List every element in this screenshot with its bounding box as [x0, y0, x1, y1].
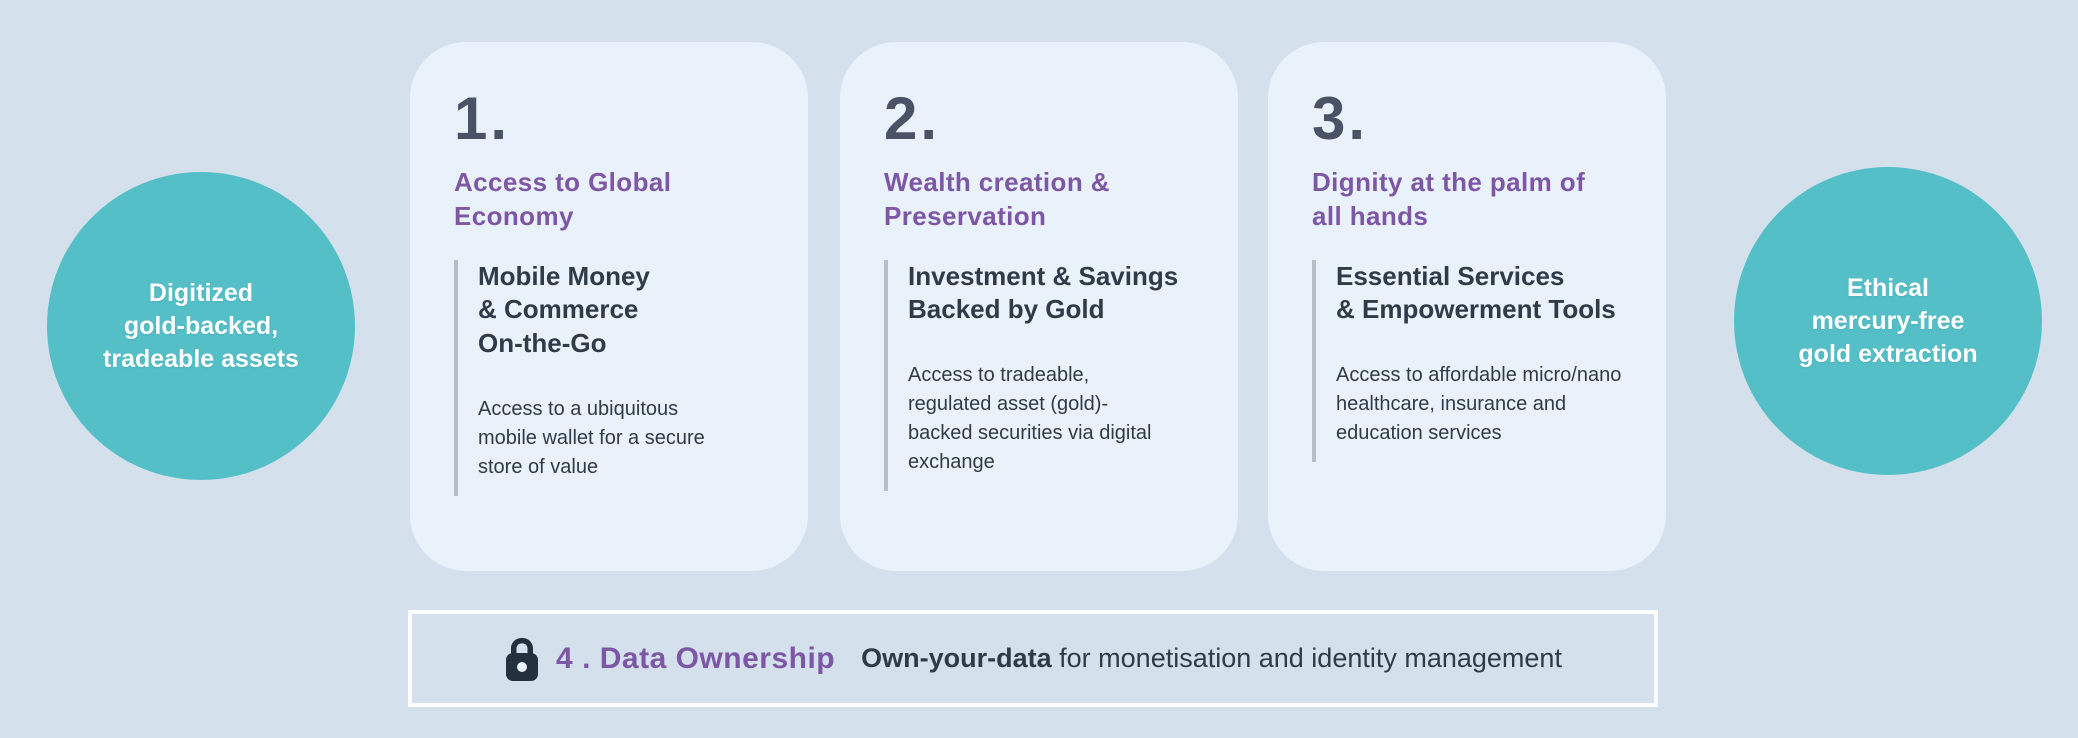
card-description: Access to affordable micro/nano healthca…	[1336, 364, 1622, 445]
benefit-card-3: 3. Dignity at the palm of all hands Esse…	[1268, 42, 1666, 571]
footer-bold-text: Own-your-data	[861, 643, 1052, 673]
right-circle-badge: Ethical mercury-free gold extraction	[1734, 167, 2042, 475]
card-number: 2.	[884, 85, 941, 152]
card-content: Essential Services & Empowerment Tools A…	[1312, 259, 1628, 463]
card-title: Wealth creation & Preservation	[884, 167, 1110, 231]
card-description: Access to tradeable, regulated asset (go…	[908, 364, 1152, 474]
card-number: 3.	[1312, 85, 1369, 152]
card-description: Access to a ubiquitous mobile wallet for…	[478, 397, 705, 478]
card-subtitle: Essential Services & Empowerment Tools	[1336, 260, 1616, 325]
footer-sentence: Own-your-data for monetisation and ident…	[861, 643, 1562, 674]
card-subtitle: Investment & Savings Backed by Gold	[908, 260, 1179, 325]
card-content: Mobile Money & Commerce On-the-Go Access…	[454, 259, 770, 496]
left-circle-badge: Digitized gold-backed, tradeable assets	[47, 172, 355, 480]
card-title: Access to Global Economy	[454, 167, 672, 231]
card-title: Dignity at the palm of all hands	[1312, 167, 1586, 231]
lock-icon	[506, 637, 539, 681]
benefit-card-1: 1. Access to Global Economy Mobile Money…	[410, 42, 808, 571]
data-ownership-bar: 4 . Data Ownership Own-your-data for mon…	[408, 610, 1658, 707]
footer-rest-text: for monetisation and identity management	[1059, 643, 1562, 673]
right-circle-text: Ethical mercury-free gold extraction	[1798, 273, 1978, 368]
card-number: 1.	[454, 85, 511, 152]
card-subtitle: Mobile Money & Commerce On-the-Go	[478, 260, 650, 359]
card-content: Investment & Savings Backed by Gold Acce…	[884, 259, 1200, 492]
footer-number-label: 4 . Data Ownership	[556, 641, 836, 675]
left-circle-text: Digitized gold-backed, tradeable assets	[103, 278, 299, 373]
benefit-card-2: 2. Wealth creation & Preservation Invest…	[840, 42, 1238, 571]
data-ownership-content: 4 . Data Ownership Own-your-data for mon…	[504, 636, 1562, 682]
